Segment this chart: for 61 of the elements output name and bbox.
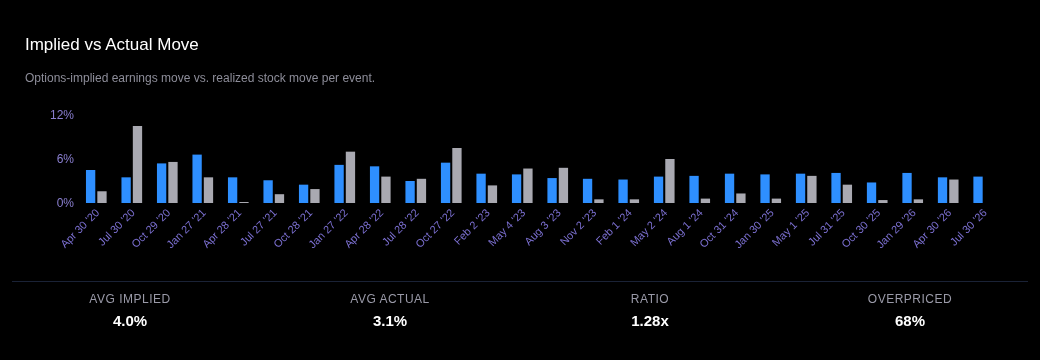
bar — [203, 177, 214, 203]
bar — [274, 194, 285, 203]
bar — [582, 178, 593, 203]
y-tick-label: 0% — [56, 196, 75, 211]
text: AVG ACTUAL — [349, 292, 431, 306]
bar — [263, 180, 273, 203]
bar — [523, 168, 533, 203]
bar — [807, 175, 817, 203]
bar — [937, 177, 948, 203]
bar — [842, 184, 853, 203]
bar — [689, 175, 699, 203]
bar — [913, 199, 924, 203]
bar — [760, 174, 770, 203]
bar — [736, 193, 746, 203]
bar — [724, 173, 735, 203]
text: 4.0% — [111, 312, 149, 329]
bar — [310, 189, 320, 203]
text: AVG IMPLIED — [88, 292, 172, 306]
bar — [405, 181, 415, 203]
bar — [629, 199, 640, 203]
text: OVERPRICED — [866, 292, 954, 306]
bar — [511, 174, 522, 203]
bar — [487, 185, 498, 203]
y-tick-label: 6% — [56, 152, 75, 167]
chart-subtitle: Options-implied earnings move vs. realized stock move per event. — [24, 70, 376, 85]
text: RATIO — [629, 292, 671, 306]
bar — [227, 177, 238, 203]
bar — [653, 176, 664, 203]
bar — [345, 151, 356, 203]
text: 68% — [894, 312, 926, 329]
bar — [902, 172, 912, 203]
bar — [85, 170, 96, 203]
bar — [416, 178, 427, 203]
bar — [298, 184, 309, 203]
chart-title: Implied vs Actual Move — [24, 34, 199, 54]
bar — [973, 176, 983, 203]
bar — [878, 200, 888, 203]
bar — [334, 164, 344, 203]
bar — [558, 167, 569, 203]
bar — [618, 179, 628, 203]
bar — [132, 126, 143, 203]
bar — [192, 154, 202, 203]
bar — [594, 199, 604, 203]
bar — [949, 179, 959, 203]
bar — [440, 162, 451, 203]
bar — [452, 148, 462, 203]
text: 1.28x — [630, 312, 670, 329]
bar — [665, 159, 675, 203]
bar — [369, 166, 380, 203]
bar — [866, 182, 877, 203]
bar — [831, 172, 841, 203]
y-tick-label: 12% — [49, 108, 75, 123]
bar — [168, 161, 178, 203]
bar — [156, 163, 167, 203]
bar — [476, 173, 486, 203]
bar — [97, 191, 107, 203]
bar — [547, 178, 557, 203]
bar — [121, 177, 131, 203]
text: 3.1% — [371, 312, 409, 329]
bar — [381, 176, 391, 203]
bar — [795, 173, 806, 203]
